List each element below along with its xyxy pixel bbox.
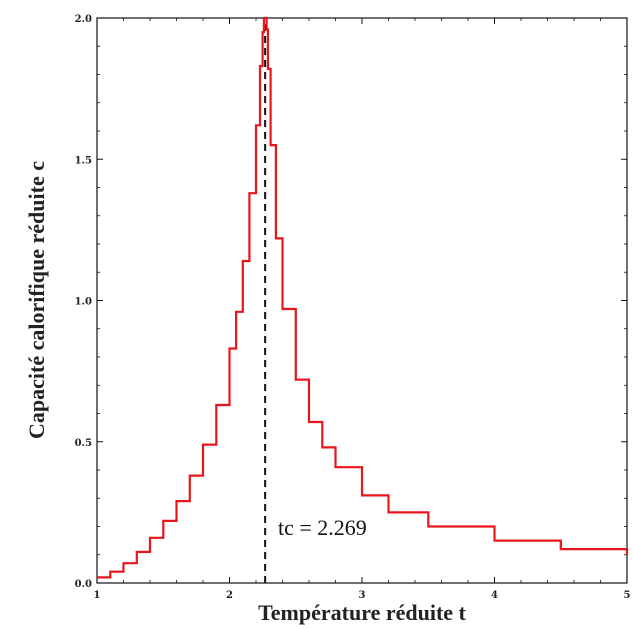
x-ticks: 1 2 3 4 5 bbox=[94, 18, 631, 601]
y-axis-title: Capacité calorifique réduite c bbox=[24, 161, 49, 439]
x-tick-label: 2 bbox=[226, 590, 233, 601]
x-axis-title: Température réduite t bbox=[258, 600, 466, 625]
y-tick-label: 1.0 bbox=[75, 297, 92, 308]
y-ticks: 0.0 0.5 1.0 1.5 2.0 bbox=[75, 14, 627, 590]
y-tick-label: 0.5 bbox=[75, 438, 92, 449]
y-tick-label: 1.5 bbox=[75, 155, 92, 166]
series-line-heat-capacity bbox=[97, 16, 629, 579]
x-tick-label: 5 bbox=[624, 590, 631, 601]
y-tick-label: 0.0 bbox=[75, 579, 92, 590]
tc-annotation: tc = 2.269 bbox=[278, 515, 367, 540]
x-tick-label: 1 bbox=[94, 590, 101, 601]
plot-frame bbox=[96, 17, 628, 584]
x-tick-label: 3 bbox=[359, 590, 366, 601]
y-tick-label: 2.0 bbox=[75, 14, 92, 25]
x-tick-label: 4 bbox=[491, 590, 498, 601]
